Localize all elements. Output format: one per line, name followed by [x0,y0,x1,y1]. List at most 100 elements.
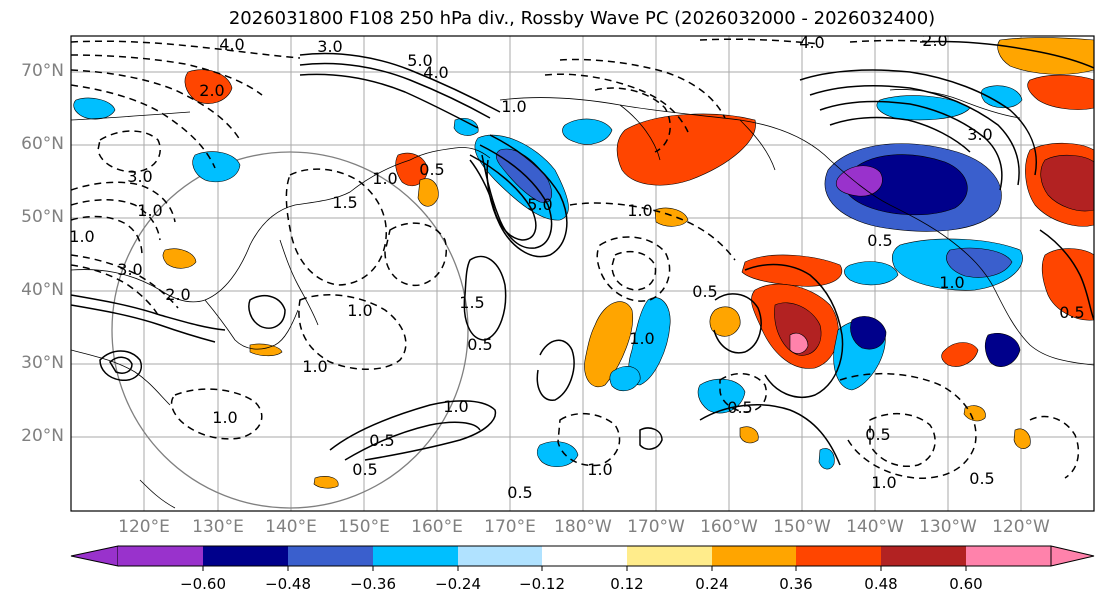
colorbar-tick-label: 0.24 [695,575,729,593]
colorbar-segment [712,546,796,566]
contour-label: 3.0 [127,167,152,186]
contour-label: 1.0 [443,397,468,416]
contour-label: 0.5 [1059,303,1084,322]
colorbar-tick-label: 0.12 [610,575,644,593]
lon-label-140w: 140°W [846,517,904,537]
contour-label: 0.5 [507,483,532,502]
shade-pos-blob [654,207,689,227]
colorbar-segment [118,546,203,566]
contour-label: 1.0 [302,357,327,376]
shade-neg-blob [844,261,899,286]
contour-label: 5.0 [407,51,432,70]
shade-neg-blob [984,332,1021,367]
shade-pos-blob [1027,74,1094,110]
contour-label: 0.5 [727,398,752,417]
colorbar-extend-low [70,545,119,567]
contour-label: 0.5 [467,335,492,354]
contour-label: 2.0 [199,81,224,100]
shade-neg-blob [818,448,835,470]
lon-label-150e: 150°E [338,517,390,537]
lon-label-170e: 170°E [484,517,536,537]
contour-label: 3.0 [967,125,992,144]
contour-label: 1.5 [332,193,357,212]
colorbar-segment [458,546,542,566]
contour-label: 0.5 [969,469,994,488]
contour-label: 4.0 [219,35,244,54]
contour-label: 1.0 [69,227,94,246]
lat-label-60n: 60°N [21,134,64,154]
shade-pos-blob [963,405,986,422]
lon-label-120e: 120°E [118,517,170,537]
shade-neg-blob [453,118,479,136]
lat-label-40n: 40°N [21,280,64,300]
shade-pos-blob [616,113,756,186]
shade-pos-blob [1013,428,1031,449]
lon-label-140e: 140°E [265,517,317,537]
contour-label: 0.5 [692,282,717,301]
shade-neg-blob [836,165,883,197]
contour-label: 1.0 [939,273,964,292]
shade-pos-blob [741,254,843,287]
shade-pos-blob [709,306,741,337]
lon-label-160w: 160°W [700,517,758,537]
colorbar-tick-label: 0.60 [949,575,983,593]
shade-pos-blob [789,332,809,354]
map-frame [70,35,1095,512]
colorbar-segment [796,546,881,566]
colorbar-segment [966,546,1051,566]
lon-label-180w: 180°W [554,517,612,537]
contour-label: 4.0 [799,33,824,52]
shade-pos-blob [1040,154,1094,212]
contour-lines [71,38,1094,479]
lon-label-130e: 130°E [192,517,244,537]
contour-label: 3.0 [117,260,142,279]
contour-label: 1.0 [347,301,372,320]
contour-label: 1.0 [501,97,526,116]
contour-label: 1.0 [629,329,654,348]
contour-label: 0.5 [865,425,890,444]
shade-pos-blob [739,426,759,444]
contour-label: 0.5 [867,231,892,250]
contour-label: 1.0 [871,473,896,492]
contour-label: 0.5 [352,460,377,479]
colorbar-tick-label: −0.24 [435,575,481,593]
colorbar-tick-label: −0.36 [350,575,396,593]
divergence-shading [73,37,1094,489]
contour-label: 0.5 [419,160,444,179]
colorbar [70,545,1095,571]
shade-neg-blob [609,366,641,392]
colorbar-segment [627,546,712,566]
contour-label: 1.0 [587,460,612,479]
contour-label: 1.0 [137,201,162,220]
contour-label: 0.5 [369,431,394,450]
contour-label: 3.0 [317,37,342,56]
colorbar-tick-label: 0.36 [779,575,813,593]
coastlines [71,89,1094,509]
contour-label: 2.0 [922,31,947,50]
shade-pos-blob [941,342,979,367]
lat-label-30n: 30°N [21,353,64,373]
contour-label: 4.0 [423,63,448,82]
colorbar-tick-label: −0.48 [265,575,311,593]
shade-neg-blob [850,316,887,350]
contour-label: 1.0 [627,201,652,220]
shade-pos-blob [997,37,1094,75]
lon-label-120w: 120°W [992,517,1050,537]
colorbar-segment [288,546,373,566]
shade-pos-blob [395,152,429,186]
shade-pos-blob [1041,248,1094,321]
contour-label: 1.5 [459,293,484,312]
lat-label-20n: 20°N [21,426,64,446]
shade-pos-blob [249,343,283,357]
contour-labels: 4.0 3.0 5.0 4.0 2.0 1.0 3.0 1.0 1.5 1.0 … [69,31,1085,502]
colorbar-tick-label: −0.12 [519,575,565,593]
lon-label-160e: 160°E [411,517,463,537]
figure-title: 2026031800 F108 250 hPa div., Rossby Wav… [228,8,936,29]
contour-label: 1.0 [372,169,397,188]
shade-neg-blob [536,441,579,468]
colorbar-segment [203,546,288,566]
shade-pos-blob [774,302,822,356]
lon-label-170w: 170°W [627,517,685,537]
